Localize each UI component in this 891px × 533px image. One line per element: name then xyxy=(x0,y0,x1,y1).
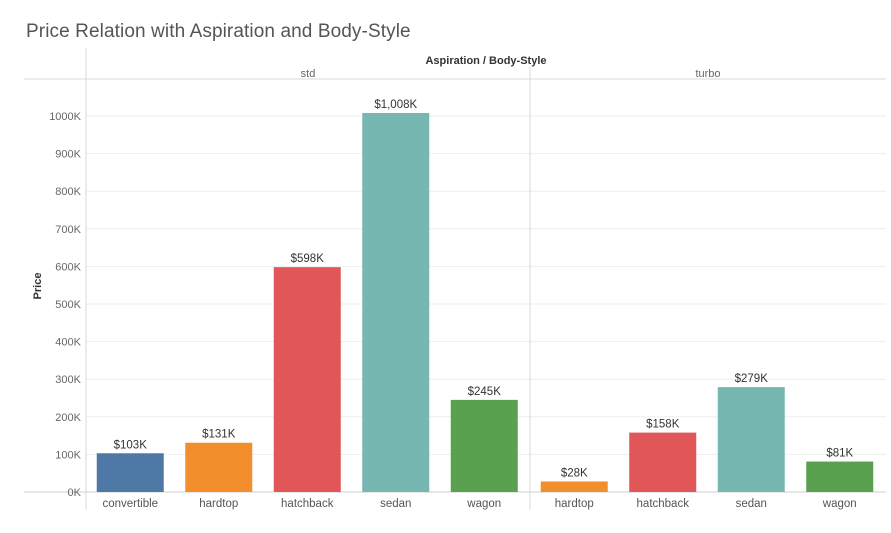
y-tick-label: 900K xyxy=(55,149,81,161)
x-category-label: convertible xyxy=(102,498,158,510)
data-label: $81K xyxy=(826,448,853,460)
bar-turbo-wagon xyxy=(806,461,874,492)
bar-std-sedan xyxy=(362,112,430,492)
data-label: $598K xyxy=(291,253,325,265)
x-category-label: wagon xyxy=(822,498,857,510)
y-tick-label: 500K xyxy=(55,299,81,311)
chart-title: Price Relation with Aspiration and Body-… xyxy=(26,21,411,42)
x-category-label: sedan xyxy=(736,498,767,510)
bar-turbo-hatchback xyxy=(629,432,697,492)
group-label-std: std xyxy=(301,68,316,80)
column-header: Aspiration / Body-Style xyxy=(425,55,546,67)
y-tick-label: 600K xyxy=(55,261,81,273)
y-tick-label: 300K xyxy=(55,374,81,386)
bar-std-hardtop xyxy=(185,442,253,492)
data-label: $28K xyxy=(561,467,588,479)
x-category-label: sedan xyxy=(380,498,411,510)
chart-text: 0K 100K 200K 300K 400K 500K 600K 700K 800K 900K 10… xyxy=(32,55,857,510)
x-category-label: wagon xyxy=(466,498,501,510)
bars xyxy=(96,112,874,492)
data-label: $131K xyxy=(202,429,236,441)
data-label: $279K xyxy=(735,373,769,385)
bar-std-wagon xyxy=(450,399,518,492)
bar-std-hatchback xyxy=(273,267,341,492)
x-category-label: hardtop xyxy=(199,498,238,510)
y-tick-label: 200K xyxy=(55,412,81,424)
bar-turbo-hardtop xyxy=(540,481,608,492)
y-tick-label: 800K xyxy=(55,186,81,198)
bar-turbo-sedan xyxy=(717,387,785,492)
x-category-label: hatchback xyxy=(281,498,334,510)
y-tick-label: 1000K xyxy=(49,111,81,123)
y-axis-label: Price xyxy=(32,273,44,300)
data-label: $245K xyxy=(468,386,502,398)
x-category-label: hatchback xyxy=(637,498,690,510)
group-label-turbo: turbo xyxy=(695,68,720,80)
bar-std-convertible xyxy=(96,453,164,492)
y-tick-label: 100K xyxy=(55,449,81,461)
y-tick-label: 700K xyxy=(55,224,81,236)
y-tick-label: 400K xyxy=(55,337,81,349)
x-category-label: hardtop xyxy=(555,498,594,510)
data-label: $158K xyxy=(646,419,680,431)
data-label: $1,008K xyxy=(374,99,417,111)
y-tick-label: 0K xyxy=(68,487,82,499)
data-label: $103K xyxy=(114,439,148,451)
